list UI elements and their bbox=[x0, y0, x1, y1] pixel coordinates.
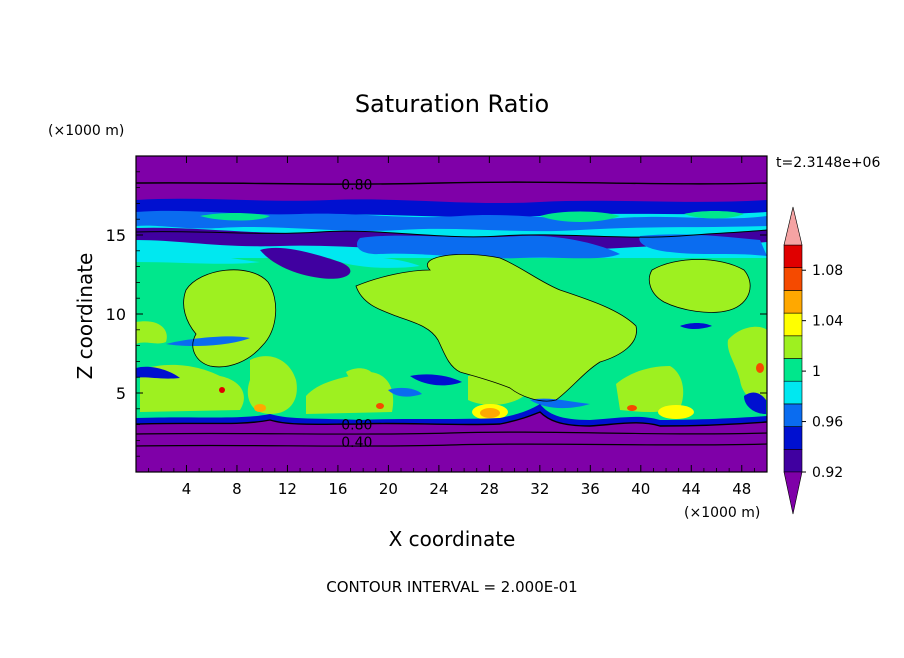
lime-region-2 bbox=[136, 321, 167, 344]
time-label: t=2.3148e+06 bbox=[776, 155, 880, 171]
x-unit-label: (×1000 m) bbox=[684, 505, 760, 521]
contour-line-mid-outline bbox=[183, 254, 751, 402]
blue-streak-2 bbox=[136, 366, 180, 379]
chart-title: Saturation Ratio bbox=[355, 90, 549, 118]
contour-interval-label: CONTOUR INTERVAL = 2.000E-01 bbox=[326, 578, 577, 596]
saturation-field bbox=[136, 156, 767, 472]
lime-region-6 bbox=[346, 368, 375, 385]
warm-blob-2 bbox=[480, 408, 500, 418]
x-tick-label: 32 bbox=[530, 480, 549, 498]
lime-region-5 bbox=[306, 372, 394, 414]
x-tick-label: 40 bbox=[631, 480, 650, 498]
warm-blob-5 bbox=[376, 403, 384, 409]
warm-blob-6 bbox=[627, 405, 637, 411]
lime-region-7 bbox=[356, 254, 637, 402]
warm-blob-3 bbox=[658, 405, 694, 419]
colorbar-segment bbox=[783, 403, 803, 427]
colorbar-segment bbox=[783, 358, 803, 382]
blue-streak-1 bbox=[166, 336, 250, 346]
contour-line-top bbox=[136, 181, 767, 185]
band-upper-blue bbox=[136, 210, 767, 232]
x-tick-label: 16 bbox=[328, 480, 347, 498]
blue-streak-6 bbox=[744, 392, 766, 414]
x-axis-title: X coordinate bbox=[389, 527, 516, 551]
y-tick-label: 15 bbox=[106, 226, 126, 245]
x-tick-label: 8 bbox=[232, 480, 242, 498]
contour-line-upper bbox=[136, 229, 767, 238]
contour-label: 0.80 bbox=[341, 177, 372, 193]
colorbar: 0.92 0.96 1 1.04 1.08 bbox=[783, 206, 843, 515]
band-top-edge bbox=[136, 198, 767, 218]
y-axis-title: Z coordinate bbox=[73, 253, 97, 380]
y-tick-label: 5 bbox=[116, 384, 126, 403]
x-axis: 4 8 12 16 20 24 28 32 36 40 44 48 bbox=[148, 156, 755, 498]
lime-region-11 bbox=[727, 326, 767, 401]
colorbar-segment bbox=[783, 380, 803, 405]
colorbar-segment bbox=[783, 244, 803, 269]
warm-blob-7 bbox=[219, 387, 225, 393]
band-low bbox=[136, 412, 767, 472]
colorbar-segment bbox=[783, 267, 803, 291]
contour-line-040 bbox=[136, 443, 767, 447]
band-low-edge bbox=[136, 404, 767, 426]
blue-patch-2 bbox=[639, 234, 767, 256]
cyan-under-2 bbox=[330, 256, 420, 268]
x-tick-label: 36 bbox=[581, 480, 600, 498]
colorbar-segment bbox=[783, 335, 803, 359]
cyan-under-1 bbox=[136, 246, 260, 264]
colorbar-tick-label: 0.92 bbox=[812, 465, 843, 481]
x-tick-label: 28 bbox=[480, 480, 499, 498]
x-tick-label: 12 bbox=[278, 480, 297, 498]
colorbar-segment bbox=[783, 426, 803, 450]
warm-blob-4 bbox=[254, 404, 266, 412]
colorbar-tick-label: 1 bbox=[812, 364, 821, 380]
contour-label: 0.40 bbox=[341, 435, 372, 451]
contour-line-060 bbox=[136, 431, 767, 435]
x-tick-label: 4 bbox=[182, 480, 192, 498]
lime-region-8 bbox=[468, 373, 530, 405]
contour-labels: 0.800.800.40 bbox=[341, 177, 372, 451]
colorbar-segment bbox=[783, 290, 803, 314]
x-tick-label: 24 bbox=[429, 480, 448, 498]
lime-region-4 bbox=[247, 356, 297, 414]
band-top bbox=[136, 156, 767, 208]
blue-streak-7 bbox=[388, 387, 422, 397]
colorbar-tick-label: 1.08 bbox=[812, 263, 843, 279]
y-unit-label: (×1000 m) bbox=[48, 123, 124, 139]
contour-line-080 bbox=[136, 411, 767, 427]
y-tick-label: 10 bbox=[106, 305, 126, 324]
colorbar-segment bbox=[783, 312, 803, 337]
x-tick-label: 48 bbox=[732, 480, 751, 498]
warm-blob-8 bbox=[756, 363, 764, 373]
blue-streak-5 bbox=[680, 323, 712, 329]
lime-region-10 bbox=[649, 259, 751, 313]
blue-patch-1 bbox=[356, 235, 620, 259]
colorbar-tick-label: 1.04 bbox=[812, 314, 843, 330]
x-tick-label: 20 bbox=[379, 480, 398, 498]
lime-region-9 bbox=[616, 366, 684, 412]
blue-streak-3 bbox=[410, 374, 462, 386]
green-island-1 bbox=[200, 213, 270, 221]
green-island-3 bbox=[684, 211, 744, 219]
colorbar-above-arrow bbox=[783, 206, 803, 246]
dark-streak bbox=[260, 247, 351, 279]
colorbar-tick-label: 0.96 bbox=[812, 415, 843, 431]
y-axis: 5 10 15 bbox=[106, 171, 767, 457]
contour-label: 0.80 bbox=[341, 418, 372, 434]
colorbar-segment bbox=[783, 448, 803, 473]
colorbar-below-arrow bbox=[783, 471, 803, 515]
green-island-2 bbox=[540, 211, 620, 222]
x-tick-label: 44 bbox=[682, 480, 701, 498]
